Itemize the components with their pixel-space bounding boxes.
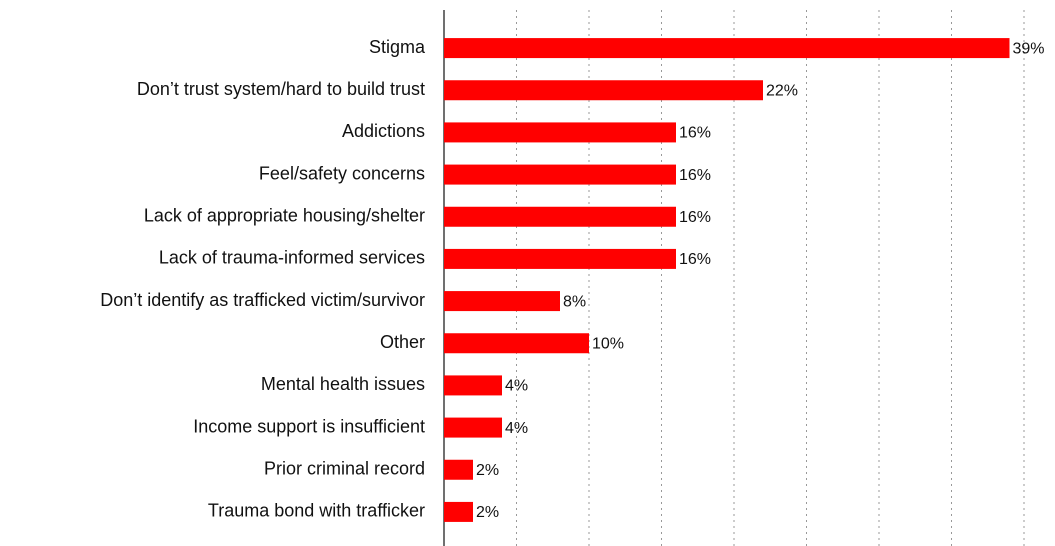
value-label: 39%: [1013, 40, 1045, 57]
bar: [444, 291, 560, 312]
y-tick-label: Trauma bond with trafficker: [208, 501, 425, 521]
value-label: 16%: [679, 125, 711, 142]
y-tick-label: Lack of trauma-informed services: [159, 248, 425, 268]
value-label: 16%: [679, 251, 711, 268]
bar: [444, 80, 763, 101]
y-tick-label: Feel/safety concerns: [259, 163, 425, 183]
value-label: 10%: [592, 335, 624, 352]
y-tick-label: Addictions: [342, 121, 425, 141]
value-label: 4%: [505, 378, 528, 395]
y-tick-label: Other: [380, 332, 425, 352]
bar: [444, 333, 589, 354]
bar: [444, 417, 502, 438]
bar: [444, 206, 676, 227]
value-label: 2%: [476, 504, 499, 521]
bar: [444, 375, 502, 396]
value-label: 22%: [766, 82, 798, 99]
value-label: 2%: [476, 462, 499, 479]
bar: [444, 38, 1010, 59]
y-tick-label: Income support is insufficient: [193, 416, 425, 436]
value-label: 8%: [563, 293, 586, 310]
y-tick-label: Prior criminal record: [264, 459, 425, 479]
value-label: 16%: [679, 209, 711, 226]
y-tick-label: Mental health issues: [261, 374, 425, 394]
bar: [444, 164, 676, 185]
y-tick-label: Stigma: [369, 37, 426, 57]
bar: [444, 122, 676, 143]
value-label: 16%: [679, 167, 711, 184]
bar: [444, 501, 473, 522]
y-tick-label: Lack of appropriate housing/shelter: [144, 206, 425, 226]
bar: [444, 248, 676, 269]
value-label: 4%: [505, 420, 528, 437]
y-tick-label: Don’t trust system/hard to build trust: [137, 79, 425, 99]
y-tick-label: Don’t identify as trafficked victim/surv…: [100, 290, 425, 310]
bar: [444, 459, 473, 480]
